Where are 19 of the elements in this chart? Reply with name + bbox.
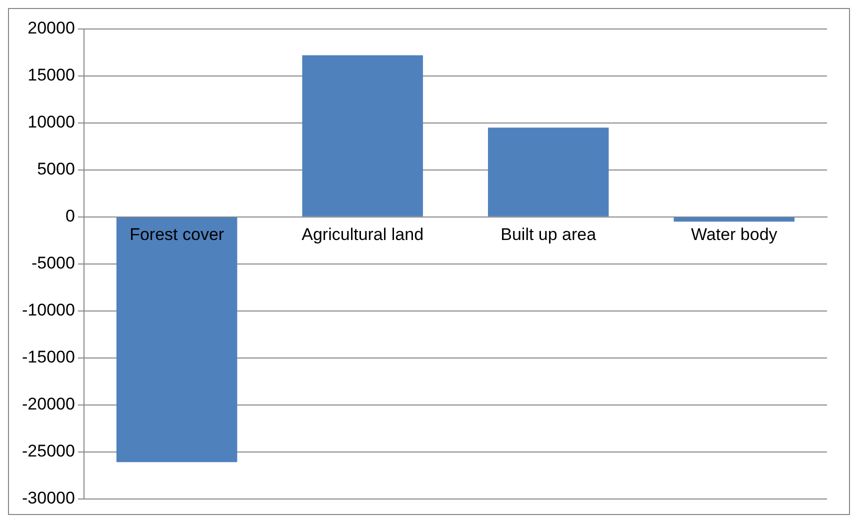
bar [302, 55, 423, 216]
x-tick-label: Agricultural land [302, 225, 424, 244]
y-tick-label: -25000 [22, 442, 75, 461]
y-tick-label: 5000 [37, 160, 75, 179]
x-tick-label: Built up area [500, 225, 597, 244]
x-tick-label: Forest cover [130, 225, 224, 244]
y-tick-label: -20000 [22, 394, 75, 414]
bar [488, 128, 609, 216]
bar [116, 217, 238, 462]
bar [674, 217, 794, 222]
x-tick-label: Water body [690, 225, 778, 244]
y-tick-label: -5000 [31, 254, 75, 273]
y-tick-label: 10000 [28, 112, 75, 132]
y-tick-label: -10000 [22, 300, 75, 320]
y-tick-label: 0 [65, 206, 75, 226]
y-tick-label: 15000 [28, 66, 75, 85]
y-tick-label: -15000 [22, 348, 75, 367]
y-tick-label: -30000 [22, 488, 75, 508]
y-tick-label: 20000 [28, 18, 75, 38]
